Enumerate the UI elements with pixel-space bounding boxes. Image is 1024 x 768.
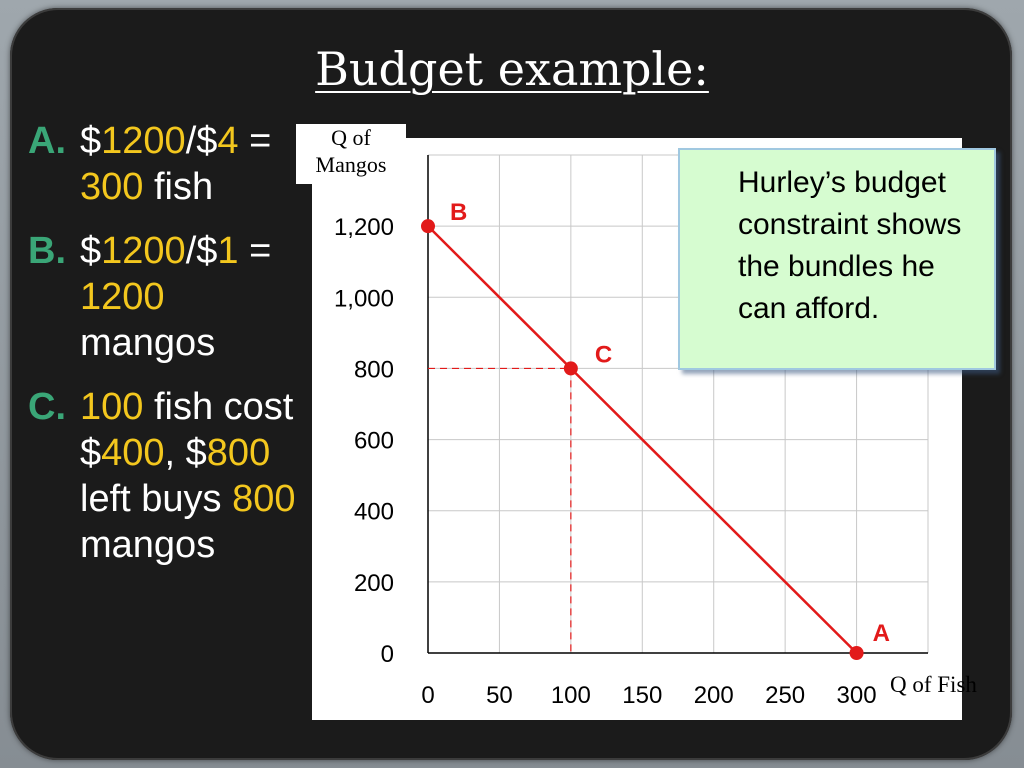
- x-tick-label: 150: [622, 682, 662, 709]
- y-tick-label: 200: [354, 570, 394, 597]
- item-label: C.: [28, 386, 66, 428]
- highlight-number: 1200: [80, 276, 165, 318]
- budget-constraint-chart: 0 50 100 150 200 250 300 0 200 400 600 800 1,000 1,20…: [334, 154, 929, 709]
- point-label: B: [450, 199, 467, 226]
- highlight-number: 300: [80, 166, 144, 208]
- y-axis-label: Q of Mangos: [296, 124, 406, 184]
- x-tick-label: 0: [421, 682, 434, 709]
- item-text: =: [238, 120, 272, 162]
- highlight-number: 1: [217, 230, 239, 272]
- item-text: /$: [185, 230, 218, 272]
- item-text: $: [80, 230, 102, 272]
- budget-line: [427, 225, 858, 654]
- x-axis-label: Q of Fish: [890, 672, 977, 697]
- x-tick-label: 200: [694, 682, 734, 709]
- highlight-number: 800: [206, 432, 271, 474]
- highlight-number: 4: [217, 120, 239, 162]
- item-label: B.: [28, 230, 66, 272]
- data-point: [563, 361, 578, 376]
- item-text: mangos: [80, 322, 216, 364]
- highlight-number: 400: [101, 432, 165, 474]
- y-tick-label: 800: [354, 356, 394, 383]
- explanation-item: C. 100 fish cost $400, $800 left buys 80…: [28, 384, 298, 568]
- item-label: A.: [28, 120, 66, 162]
- explanation-item: A. $1200/$4 = 300 fish: [28, 118, 298, 210]
- item-text: fish: [143, 166, 214, 208]
- slide-title: Budget example:: [315, 42, 709, 96]
- data-point: [849, 646, 864, 660]
- callout-note: Hurley’s budget constraint shows the bun…: [678, 148, 996, 370]
- highlight-number: 1200: [101, 230, 186, 272]
- item-text: =: [238, 230, 272, 272]
- y-tick-label: 1,200: [334, 214, 394, 241]
- explanation-item: B. $1200/$1 = 1200 mangos: [28, 228, 298, 366]
- item-text: /$: [185, 120, 218, 162]
- point-label: C: [595, 341, 612, 368]
- item-text: fish cost $: [80, 386, 294, 474]
- x-tick-label: 300: [837, 682, 877, 709]
- highlight-number: 800: [232, 478, 296, 520]
- explanation-list: A. $1200/$4 = 300 fish B. $1200/$1 = 1200 …: [28, 118, 298, 586]
- data-point: [421, 219, 435, 234]
- item-text: $: [80, 120, 102, 162]
- point-label: A: [873, 620, 890, 647]
- y-tick-label: 400: [354, 499, 394, 526]
- item-text: left buys: [80, 478, 233, 520]
- highlight-number: 1200: [101, 120, 186, 162]
- item-text: mangos: [80, 524, 216, 566]
- item-text: , $: [164, 432, 207, 474]
- y-tick-label: 0: [381, 641, 394, 668]
- y-tick-label: 600: [354, 428, 394, 455]
- y-tick-label: 1,000: [334, 285, 394, 312]
- x-tick-label: 250: [765, 682, 805, 709]
- x-tick-label: 100: [551, 682, 591, 709]
- x-tick-label: 50: [486, 682, 513, 709]
- highlight-number: 100: [80, 386, 144, 428]
